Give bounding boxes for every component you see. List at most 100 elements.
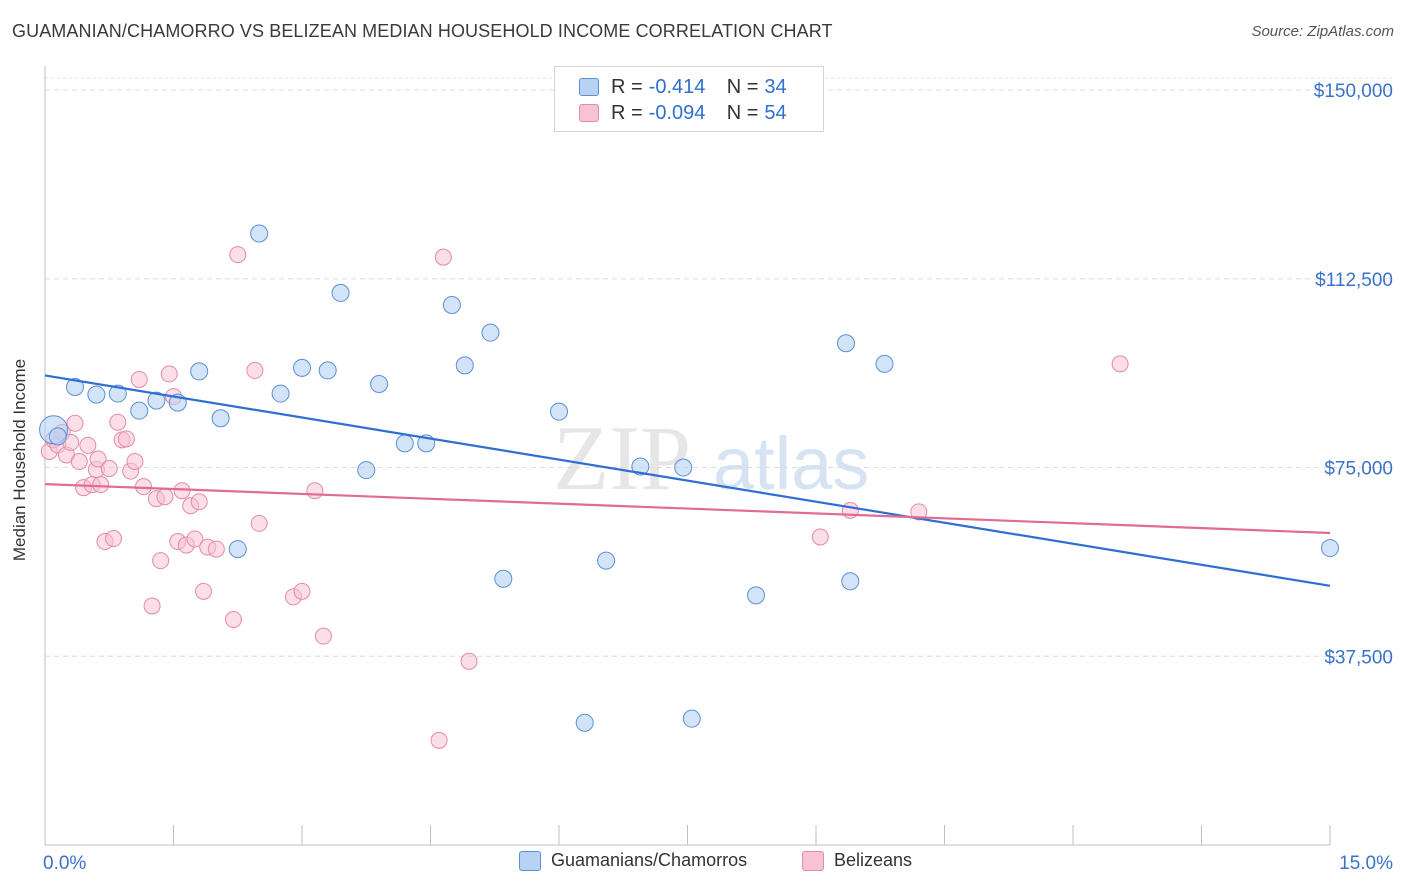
- guamanians-point: [130, 401, 149, 420]
- legend-r-label: R =: [611, 101, 643, 124]
- legend-swatch-pink: [579, 104, 599, 122]
- belizeans-point: [79, 436, 97, 454]
- chart-title: GUAMANIAN/CHAMORRO VS BELIZEAN MEDIAN HO…: [12, 21, 833, 41]
- guamanians-point: [211, 409, 230, 428]
- belizeans-point: [224, 611, 242, 629]
- watermark: ZIP atlas: [553, 407, 869, 509]
- guamanians-point: [682, 709, 701, 728]
- guamanians-point: [357, 461, 376, 480]
- legend-swatch-blue: [579, 78, 599, 96]
- belizeans-point: [100, 460, 118, 478]
- belizeans-point: [66, 414, 84, 432]
- guamanians-point: [331, 283, 350, 302]
- guamanians-point: [370, 375, 389, 394]
- guamanians-point: [87, 385, 106, 404]
- legend-n-value: 34: [764, 75, 787, 98]
- y-tick-label: $37,500: [1324, 647, 1393, 668]
- series-legend: Guamanians/Chamorros Belizeans: [0, 850, 1406, 880]
- belizeans-point: [126, 453, 144, 471]
- guamanians-point: [1321, 539, 1339, 558]
- guamanians-point: [631, 457, 650, 476]
- guamanians-point: [108, 384, 127, 403]
- guamanians-point: [250, 224, 269, 243]
- belizeans-point: [109, 413, 127, 431]
- belizeans-point: [190, 493, 208, 511]
- belizeans-point: [250, 514, 268, 532]
- guamanians-point: [597, 551, 616, 570]
- legend-r-label: R =: [611, 75, 643, 98]
- legend-n-label: N =: [726, 101, 759, 124]
- legend-row-belizeans: R = -0.094 N = 54: [579, 100, 787, 126]
- belizeans-point: [92, 476, 110, 494]
- guamanians-point: [875, 354, 894, 373]
- guamanians-trend-line: [44, 374, 1331, 587]
- legend-r-value: -0.414: [648, 75, 706, 98]
- legend-item-belizeans[interactable]: Belizeans: [802, 850, 912, 871]
- belizeans-point: [160, 365, 178, 383]
- watermark-atlas: atlas: [713, 422, 869, 505]
- belizeans-point: [156, 488, 174, 506]
- legend-n-label: N =: [726, 75, 759, 98]
- y-tick-label: $150,000: [1314, 81, 1393, 102]
- guamanians-point: [293, 358, 311, 377]
- legend-n-value: 54: [764, 101, 787, 124]
- legend-r-value: -0.094: [648, 101, 706, 124]
- guamanians-points: [39, 224, 1339, 732]
- belizeans-point: [70, 453, 88, 471]
- legend-label-guamanians: Guamanians/Chamorros: [551, 850, 748, 870]
- guamanians-point: [455, 356, 474, 375]
- guamanians-point: [575, 713, 594, 732]
- belizeans-point: [910, 503, 928, 521]
- belizeans-point: [246, 361, 264, 379]
- belizeans-point: [173, 482, 191, 500]
- guamanians-point: [747, 586, 766, 605]
- belizeans-point: [430, 731, 448, 749]
- guamanians-point: [147, 391, 166, 410]
- legend-label-belizeans: Belizeans: [834, 850, 913, 870]
- belizeans-point: [186, 530, 204, 548]
- belizeans-point: [306, 482, 324, 500]
- belizeans-point: [152, 552, 170, 570]
- belizeans-points: [40, 246, 1129, 749]
- watermark-zip: ZIP: [553, 407, 691, 509]
- belizeans-point: [117, 430, 135, 448]
- legend-swatch-pink: [802, 850, 824, 871]
- belizeans-point: [460, 652, 478, 670]
- guamanians-point: [228, 540, 247, 559]
- legend-swatch-blue: [519, 850, 541, 871]
- guamanians-point: [550, 402, 568, 421]
- guamanians-point: [674, 458, 693, 477]
- guamanians-point: [442, 295, 461, 314]
- belizeans-point: [434, 248, 452, 266]
- belizeans-point: [314, 627, 332, 645]
- source-credit: Source: ZipAtlas.com: [1251, 23, 1394, 40]
- belizeans-trend-line: [44, 483, 1331, 535]
- guamanians-point: [395, 434, 414, 453]
- legend-row-guamanians: R = -0.414 N = 34: [579, 74, 787, 100]
- belizeans-point: [143, 597, 161, 615]
- guamanians-point: [841, 572, 860, 591]
- belizeans-point: [1111, 355, 1129, 373]
- guamanians-point: [48, 427, 67, 446]
- belizeans-point: [194, 582, 212, 600]
- belizeans-point: [229, 246, 247, 264]
- guamanians-point: [190, 362, 209, 381]
- guamanians-point: [481, 323, 500, 342]
- belizeans-point: [811, 528, 829, 546]
- trend-lines: [44, 374, 1331, 587]
- legend-item-guamanians[interactable]: Guamanians/Chamorros: [519, 850, 747, 871]
- belizeans-point: [207, 540, 225, 558]
- belizeans-point: [293, 582, 311, 600]
- y-tick-label: $75,000: [1324, 459, 1393, 480]
- tick-labels: $37,500 $75,000 $112,500 $150,000 0.0% 15.0%: [43, 81, 1393, 874]
- x-tick-label: 15.0%: [1339, 853, 1393, 874]
- guamanians-point: [271, 384, 290, 403]
- y-tick-label: $112,500: [1315, 270, 1393, 291]
- x-tick-label: 0.0%: [43, 853, 86, 874]
- belizeans-point: [105, 530, 123, 548]
- guamanians-point: [65, 378, 84, 397]
- belizeans-point: [130, 370, 148, 388]
- guamanians-point: [318, 361, 337, 380]
- guamanians-point: [836, 334, 855, 353]
- correlation-legend: R = -0.414 N = 34 R = -0.094 N = 54: [554, 66, 824, 132]
